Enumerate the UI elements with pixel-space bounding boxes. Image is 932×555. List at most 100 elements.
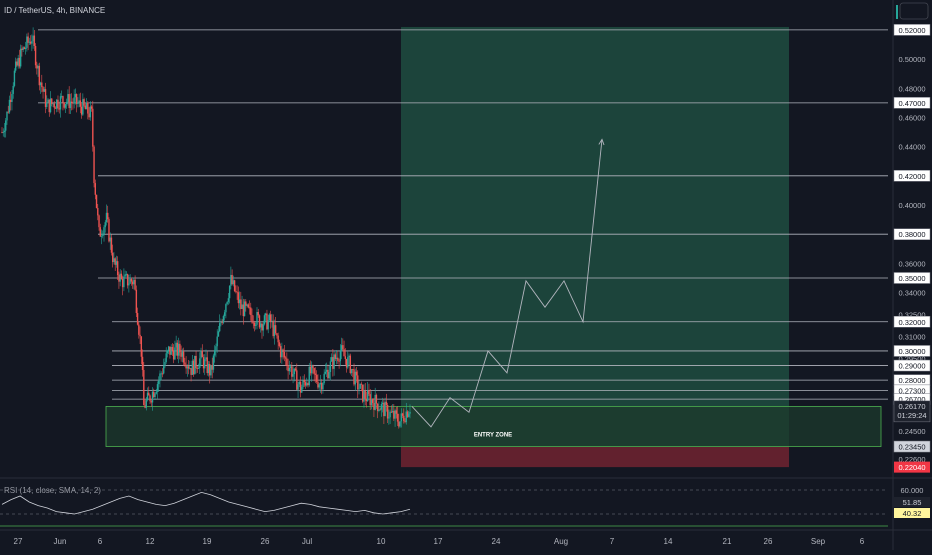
- candle[interactable]: [283, 351, 286, 358]
- candle[interactable]: [185, 364, 187, 369]
- candle[interactable]: [242, 304, 245, 317]
- candle[interactable]: [80, 106, 83, 115]
- loss-zone[interactable]: [401, 446, 789, 468]
- candle[interactable]: [365, 398, 368, 402]
- candle[interactable]: [201, 350, 203, 358]
- candle[interactable]: [144, 405, 146, 408]
- candle[interactable]: [276, 333, 278, 336]
- candle[interactable]: [238, 299, 241, 304]
- candle[interactable]: [221, 322, 223, 324]
- candle[interactable]: [149, 395, 151, 402]
- candle[interactable]: [29, 41, 32, 44]
- candle[interactable]: [266, 313, 268, 330]
- candle[interactable]: [41, 82, 43, 88]
- candle[interactable]: [320, 382, 323, 390]
- candle[interactable]: [291, 366, 293, 377]
- candle[interactable]: [190, 368, 192, 375]
- candle[interactable]: [344, 356, 347, 359]
- candle[interactable]: [87, 102, 89, 114]
- scale-button[interactable]: [899, 2, 929, 20]
- candle[interactable]: [218, 323, 221, 332]
- candle[interactable]: [353, 369, 355, 385]
- candle[interactable]: [102, 235, 104, 236]
- candle[interactable]: [248, 307, 251, 309]
- candle[interactable]: [128, 283, 130, 286]
- candle[interactable]: [153, 391, 155, 398]
- candle[interactable]: [139, 334, 141, 337]
- candle[interactable]: [215, 346, 217, 351]
- candle[interactable]: [394, 410, 396, 419]
- candle[interactable]: [97, 207, 99, 216]
- candle[interactable]: [72, 102, 74, 104]
- candle[interactable]: [204, 359, 206, 369]
- candle[interactable]: [307, 383, 309, 386]
- candle[interactable]: [26, 36, 28, 48]
- candle[interactable]: [333, 354, 335, 369]
- candle[interactable]: [18, 57, 21, 67]
- candle[interactable]: [187, 366, 190, 369]
- candle[interactable]: [303, 380, 305, 383]
- candle[interactable]: [199, 358, 201, 368]
- candle[interactable]: [154, 393, 156, 398]
- candle[interactable]: [200, 350, 202, 359]
- candle[interactable]: [202, 357, 205, 369]
- candle[interactable]: [393, 410, 395, 419]
- candle[interactable]: [31, 41, 33, 44]
- candle[interactable]: [220, 322, 222, 324]
- candle[interactable]: [233, 280, 236, 292]
- candle[interactable]: [364, 390, 366, 399]
- candle[interactable]: [44, 89, 47, 107]
- candle[interactable]: [84, 105, 87, 110]
- candle[interactable]: [78, 100, 80, 103]
- candle[interactable]: [74, 94, 77, 98]
- candle[interactable]: [334, 354, 337, 359]
- candle[interactable]: [189, 368, 191, 369]
- candle[interactable]: [167, 346, 170, 351]
- candle[interactable]: [210, 364, 212, 376]
- candle[interactable]: [184, 362, 186, 365]
- candle[interactable]: [312, 365, 314, 369]
- candle[interactable]: [1, 132, 3, 133]
- candle[interactable]: [107, 212, 109, 220]
- candle[interactable]: [28, 41, 31, 43]
- candle[interactable]: [104, 222, 106, 228]
- candle[interactable]: [390, 411, 393, 413]
- candle[interactable]: [48, 99, 50, 113]
- projection-path[interactable]: [411, 139, 603, 428]
- candle[interactable]: [124, 274, 126, 277]
- candle[interactable]: [329, 361, 332, 372]
- candle[interactable]: [67, 94, 69, 102]
- candle[interactable]: [19, 48, 22, 67]
- candle[interactable]: [327, 369, 329, 379]
- candle[interactable]: [350, 369, 353, 374]
- candle[interactable]: [286, 358, 288, 366]
- candle[interactable]: [99, 227, 101, 237]
- candle[interactable]: [268, 314, 271, 321]
- candle[interactable]: [174, 347, 176, 360]
- candle[interactable]: [34, 45, 37, 66]
- candle[interactable]: [235, 291, 237, 292]
- candle[interactable]: [260, 323, 262, 328]
- candle[interactable]: [225, 304, 227, 313]
- candle[interactable]: [65, 101, 68, 105]
- candle[interactable]: [33, 35, 36, 46]
- candle[interactable]: [386, 405, 389, 419]
- candle[interactable]: [160, 373, 162, 375]
- candle[interactable]: [349, 355, 351, 374]
- candle[interactable]: [145, 400, 147, 408]
- candle[interactable]: [273, 325, 276, 337]
- candle[interactable]: [186, 366, 189, 369]
- candle[interactable]: [21, 48, 23, 50]
- candle[interactable]: [39, 82, 42, 86]
- candle[interactable]: [24, 47, 27, 50]
- candle[interactable]: [226, 301, 228, 305]
- candle[interactable]: [304, 382, 307, 386]
- candle[interactable]: [114, 258, 116, 265]
- candle[interactable]: [176, 342, 179, 356]
- candle[interactable]: [269, 314, 272, 322]
- candle[interactable]: [146, 392, 149, 401]
- candle[interactable]: [113, 258, 115, 263]
- candle[interactable]: [22, 47, 24, 50]
- candle[interactable]: [165, 353, 167, 362]
- candle[interactable]: [120, 273, 123, 279]
